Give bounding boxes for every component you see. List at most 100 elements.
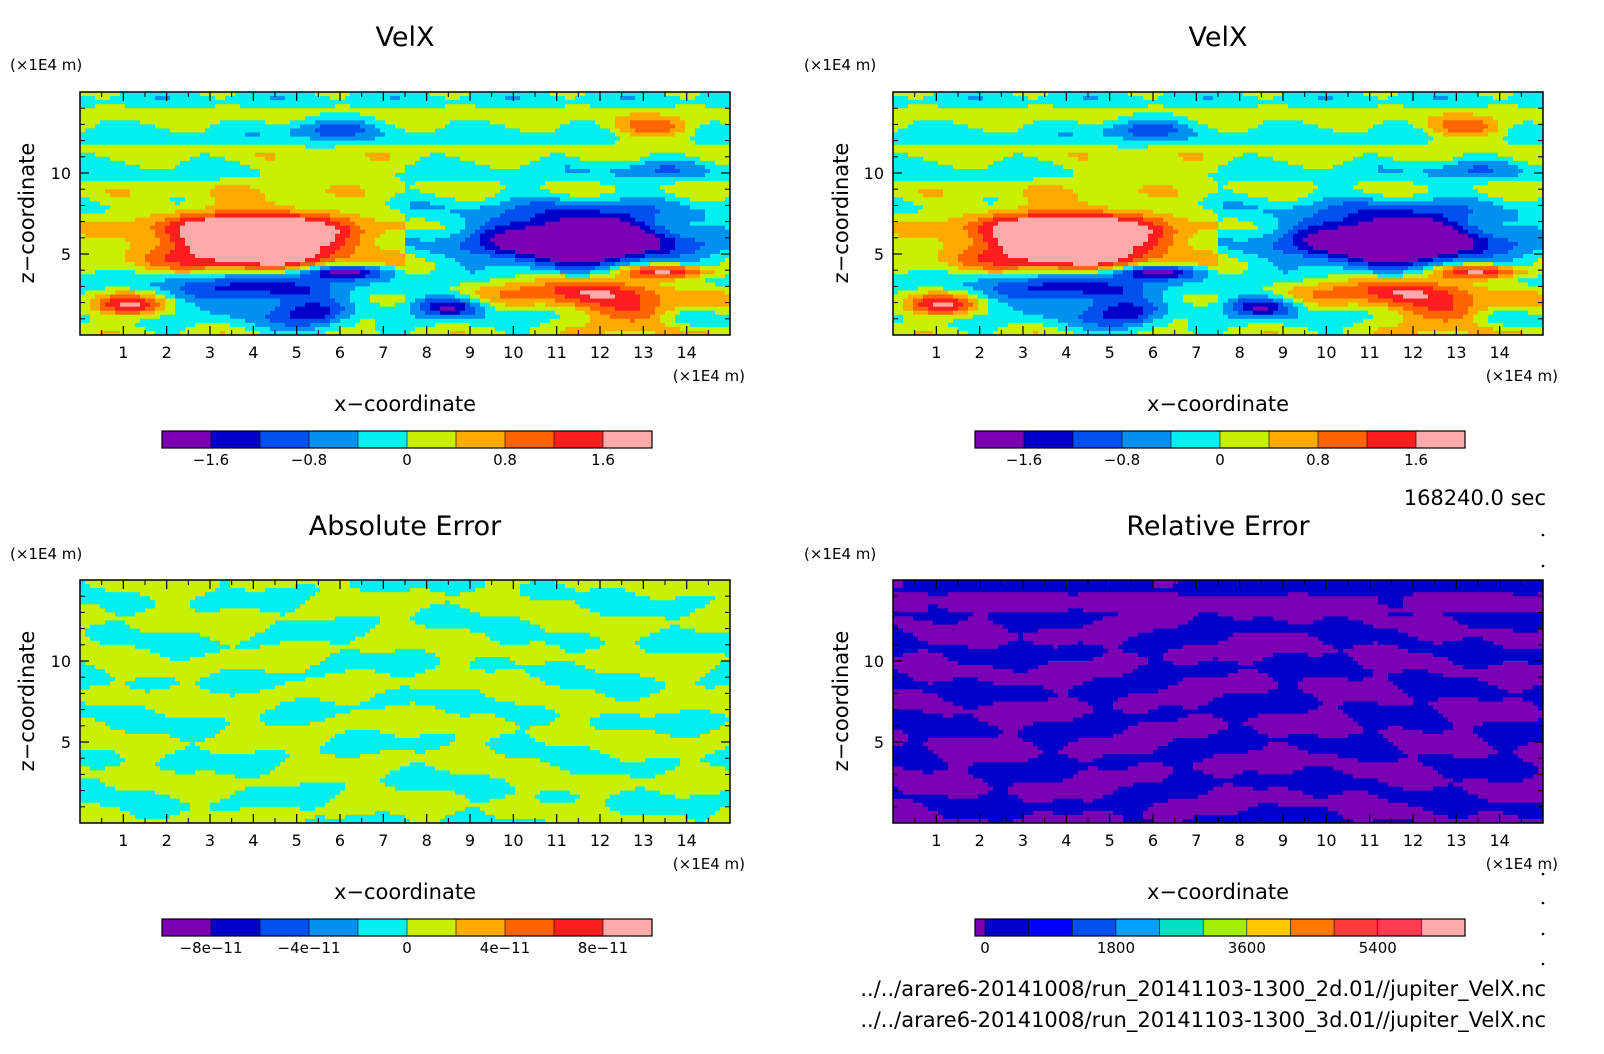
contour-cell xyxy=(1118,302,1134,308)
colorbar-swatch xyxy=(1269,431,1319,448)
contour-cell xyxy=(470,233,481,239)
contour-cell xyxy=(340,790,456,796)
contour-cell xyxy=(923,193,944,198)
contour-cell xyxy=(300,274,321,279)
contour-cell xyxy=(575,302,601,308)
contour-cell xyxy=(225,156,266,162)
contour-cell xyxy=(420,608,471,613)
contour-cell xyxy=(170,237,186,243)
contour-cell xyxy=(1433,705,1539,711)
contour-cell xyxy=(1408,632,1543,638)
contour-cell xyxy=(90,685,131,690)
contour-cell xyxy=(1363,189,1429,194)
contour-cell xyxy=(100,802,191,808)
contour-cell xyxy=(1083,608,1543,613)
contour-cell xyxy=(1498,266,1514,271)
contour-cell xyxy=(993,217,1019,223)
contour-cell xyxy=(1348,713,1444,719)
contour-cell xyxy=(500,294,566,300)
contour-cell xyxy=(145,608,196,613)
contour-cell xyxy=(968,306,979,312)
contour-cell xyxy=(305,144,336,150)
contour-cell xyxy=(893,173,1074,178)
contour-cell xyxy=(1403,306,1429,312)
contour-cell xyxy=(715,685,730,690)
contour-cell xyxy=(210,189,261,194)
contour-cell xyxy=(1088,766,1099,771)
contour-cell xyxy=(145,258,166,263)
contour-cell xyxy=(1238,810,1339,816)
contour-cell xyxy=(928,310,954,316)
contour-cell xyxy=(200,632,256,638)
contour-cell xyxy=(928,608,949,613)
contour-cell xyxy=(1148,193,1179,198)
contour-cell xyxy=(85,661,321,666)
contour-cell xyxy=(1298,310,1369,316)
contour-cell xyxy=(1308,306,1389,312)
contour-cell xyxy=(1378,164,1384,170)
contour-cell xyxy=(1143,294,1164,300)
contour-cell xyxy=(370,156,391,162)
contour-cell xyxy=(1523,778,1543,784)
contour-cell xyxy=(710,330,730,335)
contour-cell xyxy=(80,596,151,601)
contour-cell xyxy=(993,225,1149,231)
contour-cell xyxy=(155,790,236,796)
contour-cell xyxy=(240,640,281,646)
contour-cell xyxy=(140,628,266,634)
contour-cell xyxy=(630,274,686,279)
contour-cell xyxy=(390,673,416,678)
contour-cell xyxy=(1348,278,1489,283)
contour-cell xyxy=(265,628,371,634)
contour-cell xyxy=(1278,306,1289,312)
contour-cell xyxy=(968,124,1024,130)
contour-cell xyxy=(893,652,904,658)
contour-cell xyxy=(1263,120,1304,125)
contour-cell xyxy=(570,790,621,796)
contour-cell xyxy=(720,249,730,255)
contour-cell xyxy=(725,766,730,771)
contour-cell xyxy=(80,656,171,662)
contour-cell xyxy=(320,274,366,279)
contour-cell xyxy=(170,794,231,800)
contour-cell xyxy=(595,266,611,271)
contour-cell xyxy=(1203,770,1244,775)
contour-cell xyxy=(430,201,501,206)
contour-cell xyxy=(1288,270,1374,275)
contour-cell xyxy=(700,274,726,279)
colorbar-swatch xyxy=(1220,431,1270,448)
contour-cell xyxy=(1473,294,1543,300)
contour-cell xyxy=(1493,326,1543,332)
contour-cell xyxy=(933,330,969,335)
contour-cell xyxy=(1368,262,1414,267)
contour-cell xyxy=(1158,746,1264,751)
contour-cell xyxy=(135,270,176,275)
contour-cell xyxy=(1218,213,1274,219)
contour-cell xyxy=(1173,766,1194,771)
contour-cell xyxy=(893,205,924,211)
contour-cell xyxy=(395,193,436,198)
contour-cell xyxy=(1473,729,1543,735)
contour-cell xyxy=(1208,302,1224,308)
contour-cell xyxy=(1273,298,1284,304)
contour-cell xyxy=(1258,802,1279,808)
contour-cell xyxy=(1138,762,1164,767)
contour-cell xyxy=(1203,156,1234,162)
contour-cell xyxy=(1428,140,1509,146)
contour-cell xyxy=(1403,750,1499,755)
contour-cell xyxy=(130,189,211,194)
contour-cell xyxy=(640,270,656,275)
contour-cell xyxy=(105,782,301,788)
contour-cell xyxy=(495,225,526,231)
contour-cell xyxy=(350,580,486,585)
contour-cell xyxy=(893,132,1059,138)
contour-cell xyxy=(270,318,331,324)
contour-cell xyxy=(455,737,491,743)
contour-cell xyxy=(1143,254,1164,259)
contour-cell xyxy=(665,616,681,622)
contour-cell xyxy=(1103,754,1214,759)
contour-cell xyxy=(165,258,216,263)
contour-cell xyxy=(1498,128,1509,134)
contour-cell xyxy=(460,245,486,251)
